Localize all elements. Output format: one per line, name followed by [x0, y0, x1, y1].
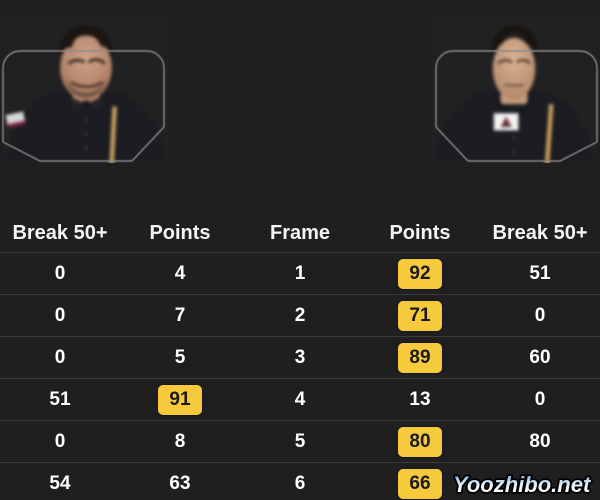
svg-text:Yoozhibo.net: Yoozhibo.net	[453, 472, 592, 497]
